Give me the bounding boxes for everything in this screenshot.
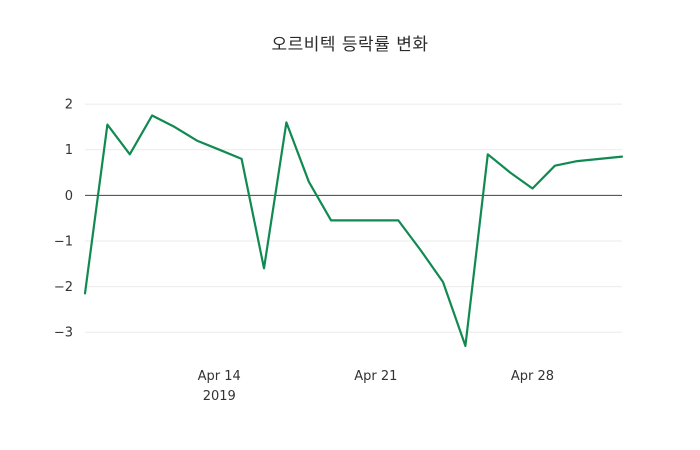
series-line xyxy=(83,114,624,347)
chart-title: 오르비텍 등락률 변화 xyxy=(271,35,429,55)
x-tick-label: Apr 21 xyxy=(354,369,397,384)
x-tick-label: Apr 14 xyxy=(198,369,241,384)
y-tick-label: 1 xyxy=(65,143,73,158)
x-tick-label: Apr 28 xyxy=(511,369,554,384)
x-tick-year-label: 2019 xyxy=(203,389,236,404)
y-tick-label: 2 xyxy=(65,98,73,113)
y-tick-label: 0 xyxy=(65,189,73,204)
y-tick-label: −2 xyxy=(54,280,73,295)
y-tick-label: −3 xyxy=(54,326,73,341)
y-tick-label: −1 xyxy=(54,234,73,249)
